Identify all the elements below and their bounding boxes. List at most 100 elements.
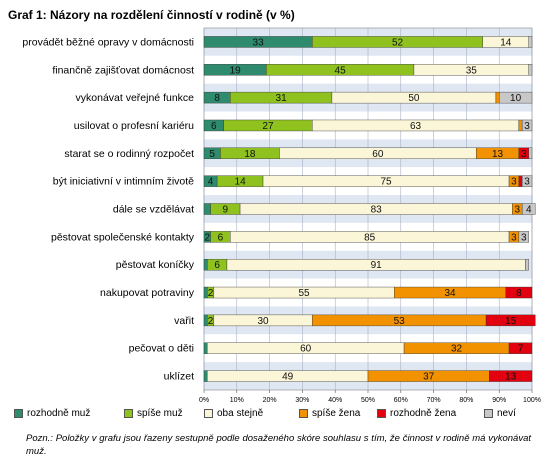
data-label: 3	[524, 177, 530, 188]
category-label: pečovat o děti	[129, 343, 194, 355]
legend-label: rozhodně muž	[27, 408, 91, 419]
bar-segment	[485, 314, 536, 327]
category-labels: provádět běžné opravy v domácnosti finanč…	[22, 36, 194, 382]
data-label: 3	[521, 232, 527, 243]
data-label: 14	[235, 177, 247, 188]
data-label: 31	[276, 93, 288, 104]
data-label: 6	[211, 121, 217, 132]
bar-segment	[521, 175, 533, 187]
category-label: vařit	[174, 315, 194, 327]
category-label: uklízet	[164, 371, 194, 383]
x-tick-label: 100%	[523, 397, 541, 404]
data-label: 13	[505, 372, 517, 383]
data-label: 60	[300, 344, 312, 355]
bar-segment	[203, 342, 208, 354]
x-axis: 0% 10% 20% 30% 40% 50% 60% 70% 80% 90% 100%	[199, 390, 541, 404]
legend-swatch	[299, 409, 308, 418]
x-tick-label: 90%	[492, 397, 506, 404]
x-tick-label: 60%	[394, 397, 408, 404]
legend-label: oba stejně	[217, 408, 264, 419]
category-label: provádět běžné opravy v domácnosti	[22, 36, 194, 48]
category-label: usilovat o profesní kariéru	[74, 120, 194, 132]
legend-swatch	[14, 409, 23, 418]
data-label: 5	[209, 149, 215, 160]
data-label: 2	[208, 288, 214, 299]
data-label: 13	[492, 149, 504, 160]
category-label: pěstovat společenské kontakty	[51, 231, 195, 243]
data-label: 33	[253, 37, 265, 48]
data-label: 49	[282, 372, 294, 383]
stacked-bar-chart: provádět běžné opravy v domácnosti finanč…	[22, 27, 541, 404]
data-label: 37	[423, 372, 435, 383]
data-label: 35	[466, 65, 478, 76]
bar-segment	[528, 64, 533, 76]
category-label: vykonávat veřejné funkce	[76, 92, 195, 104]
bars	[203, 36, 536, 382]
bar-segment	[518, 119, 523, 132]
data-label: 55	[298, 288, 310, 299]
data-label: 2	[208, 316, 214, 327]
chart-title: Graf 1: Názory na rozdělení činností v r…	[8, 8, 295, 22]
bar-segment	[518, 231, 529, 243]
data-label: 83	[371, 205, 383, 216]
bar-segment	[495, 91, 500, 104]
legend-item: spíše muž	[124, 408, 183, 419]
legend-item: spíše žena	[299, 408, 360, 419]
data-label: 15	[505, 316, 517, 327]
data-label: 8	[516, 288, 522, 299]
x-tick-label: 30%	[295, 397, 309, 404]
data-label: 34	[444, 288, 456, 299]
data-label: 30	[257, 316, 269, 327]
bar-segment	[525, 258, 529, 271]
data-label: 18	[244, 149, 256, 160]
data-label: 52	[392, 37, 404, 48]
data-label: 2	[204, 232, 210, 243]
category-label: být iniciativní v intimním životě	[53, 176, 194, 188]
bar-segment	[508, 342, 533, 354]
data-label: 3	[524, 121, 530, 132]
x-tick-label: 80%	[459, 397, 473, 404]
data-label: 8	[214, 93, 220, 104]
x-tick-label: 70%	[427, 397, 441, 404]
legend-item: neví	[484, 408, 516, 419]
legend: rozhodně muž spíše muž oba stejně spíše žen…	[14, 408, 544, 424]
bar-segment	[528, 36, 533, 48]
bar-segment	[521, 203, 536, 215]
category-label: dále se vzdělávat	[113, 204, 194, 216]
x-tick-label: 10%	[230, 397, 244, 404]
legend-label: rozhodně žena	[390, 408, 457, 419]
footnote: Pozn.: Položky v grafu jsou řazeny sestu…	[26, 433, 531, 457]
data-label: 50	[408, 93, 420, 104]
legend-label: neví	[497, 408, 516, 419]
legend-item: rozhodně žena	[377, 408, 456, 419]
data-label: 45	[335, 65, 347, 76]
bar-segment	[203, 258, 208, 271]
bar-segment	[528, 147, 533, 160]
legend-swatch	[124, 409, 133, 418]
data-label: 4	[526, 205, 532, 216]
data-label: 6	[214, 260, 220, 271]
category-label: starat se o rodinný rozpočet	[64, 148, 194, 160]
x-tick-label: 50%	[361, 397, 375, 404]
data-label: 63	[410, 121, 422, 132]
legend-label: spíše muž	[137, 408, 183, 419]
legend-item: rozhodně muž	[14, 408, 90, 419]
legend-label: spíše žena	[312, 408, 361, 419]
data-label: 85	[364, 232, 376, 243]
data-label: 4	[208, 177, 214, 188]
x-tick-label: 0%	[199, 397, 209, 404]
legend-swatch	[204, 409, 213, 418]
data-label: 27	[262, 121, 274, 132]
data-label: 10	[510, 93, 522, 104]
data-label: 19	[230, 65, 242, 76]
data-label: 9	[223, 205, 229, 216]
bar-segment	[203, 203, 211, 215]
bar-segment	[505, 286, 533, 299]
legend-swatch	[377, 409, 386, 418]
x-tick-label: 40%	[328, 397, 342, 404]
category-label: finančně zajišťovat domácnost	[52, 64, 194, 76]
data-label: 7	[518, 344, 524, 355]
bar-segment	[203, 370, 208, 382]
data-label: 91	[371, 260, 383, 271]
